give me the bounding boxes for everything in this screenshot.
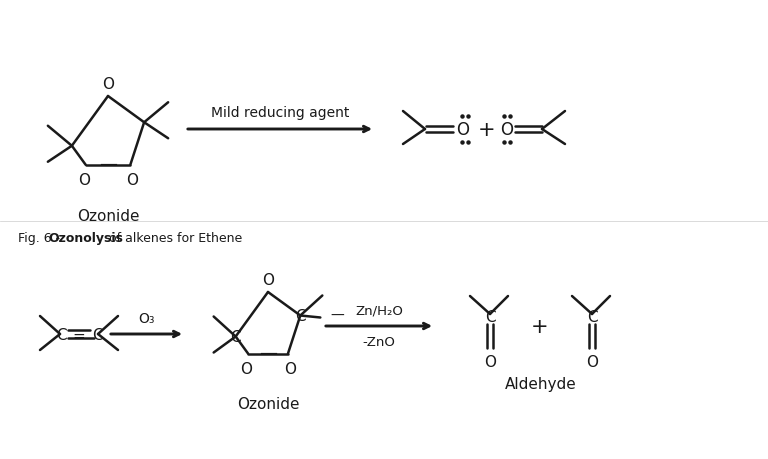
Text: O: O [102, 77, 114, 92]
Text: of alkenes for Ethene: of alkenes for Ethene [105, 231, 242, 245]
Text: Mild reducing agent: Mild reducing agent [210, 106, 349, 120]
Text: O: O [500, 121, 513, 139]
Text: O: O [586, 354, 598, 369]
Text: +: + [478, 120, 496, 140]
Text: O: O [78, 173, 90, 187]
Text: O: O [262, 272, 274, 287]
Text: O: O [456, 121, 469, 139]
Text: =: = [73, 328, 85, 343]
Text: Fig. 6 -: Fig. 6 - [18, 231, 64, 245]
Text: O: O [126, 173, 138, 187]
Text: Ozonolysis: Ozonolysis [48, 231, 123, 245]
Text: C: C [485, 309, 495, 324]
Text: O: O [484, 354, 496, 369]
Text: —: — [99, 154, 117, 173]
Text: Zn/H₂O: Zn/H₂O [355, 304, 403, 317]
Text: —: — [330, 308, 344, 322]
Text: +: + [531, 316, 549, 336]
Text: C: C [587, 309, 598, 324]
Text: O₃: O₃ [138, 311, 154, 325]
Text: C: C [56, 328, 66, 343]
Text: Ozonide: Ozonide [237, 396, 300, 411]
Text: O: O [284, 361, 296, 375]
Text: C: C [295, 308, 306, 323]
Text: -ZnO: -ZnO [362, 335, 396, 348]
Text: C: C [230, 329, 241, 344]
Text: Ozonide: Ozonide [77, 208, 139, 224]
Text: —: — [259, 343, 277, 361]
Text: O: O [240, 361, 252, 375]
Text: Aldehyde: Aldehyde [505, 376, 577, 391]
Text: C: C [91, 328, 102, 343]
